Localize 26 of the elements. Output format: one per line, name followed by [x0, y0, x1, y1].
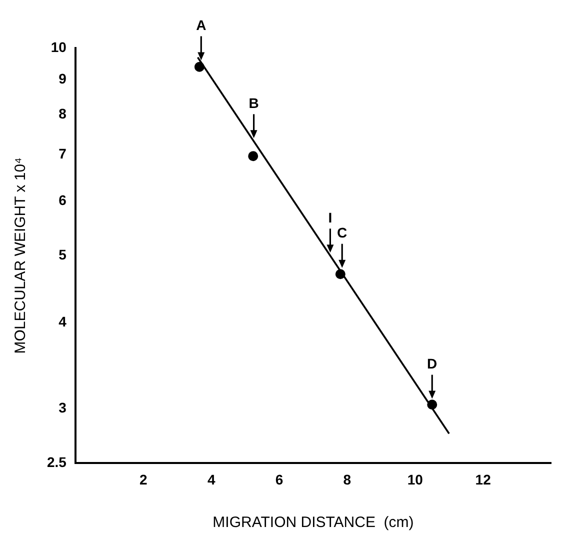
x-tick-label: 10: [407, 471, 424, 488]
point: [335, 269, 346, 280]
y-tick-label: 3: [58, 399, 67, 416]
y-tick-label: 7: [58, 146, 67, 162]
y-tick-label: 4: [58, 313, 67, 330]
annotation: D: [427, 356, 438, 372]
x-tick-label: 2: [139, 471, 148, 488]
annotation: B: [248, 95, 259, 112]
point: [248, 151, 258, 162]
y-tick-label: 5: [58, 246, 67, 262]
annotation: A: [196, 17, 206, 34]
annotation: C: [337, 224, 348, 241]
x-tick-label: 4: [207, 471, 216, 488]
y-tick-label: 8: [58, 106, 67, 122]
x-tick-label: 12: [475, 471, 492, 488]
y-tick-label: 6: [58, 192, 67, 208]
x-tick-label: 6: [275, 471, 284, 488]
point: [427, 400, 438, 410]
x-axis-title: MIGRATION DISTANCE (cm): [212, 514, 414, 532]
x-tick-label: 8: [343, 471, 352, 488]
point: [194, 62, 204, 72]
y-tick-label: 9: [58, 70, 67, 86]
annotation: I: [328, 209, 332, 226]
y-tick-label: 2.5: [46, 454, 67, 470]
y-axis-title: MOLECULAR WEIGHT x 10⁴: [12, 157, 30, 354]
y-tick-label: 10: [50, 38, 67, 55]
